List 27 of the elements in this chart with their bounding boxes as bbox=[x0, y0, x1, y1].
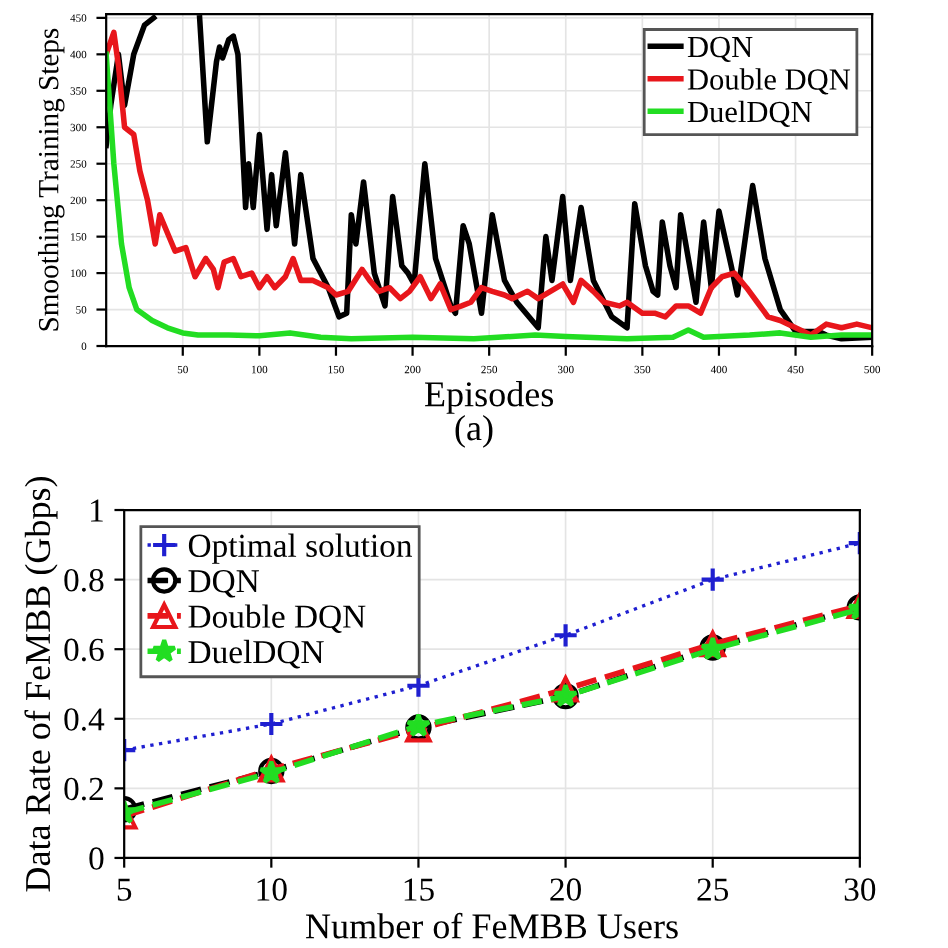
x-tick-label: 15 bbox=[404, 878, 434, 901]
legend-label: DQN bbox=[188, 570, 259, 598]
y-tick-label: 0.2 bbox=[64, 777, 103, 801]
point bbox=[552, 622, 579, 649]
legend-label: Double DQN bbox=[188, 604, 366, 633]
text: (a) bbox=[455, 414, 493, 448]
legend-label: DuelDQN bbox=[188, 639, 324, 669]
legend-label: DQN bbox=[687, 36, 753, 62]
x-tick-label: 5 bbox=[117, 878, 132, 901]
x-tick-label: 10 bbox=[257, 878, 287, 901]
point bbox=[405, 672, 432, 699]
y-tick-label: 0 bbox=[89, 847, 104, 870]
x-axis-title: Number of FeMBB Users bbox=[305, 912, 678, 939]
x-tick-label: 20 bbox=[550, 878, 581, 901]
legend-label: DuelDQN bbox=[687, 100, 812, 127]
legend-label: Optimal solution bbox=[188, 533, 413, 564]
y-tick-label: 0.8 bbox=[64, 569, 104, 592]
x-tick-label: 25 bbox=[697, 878, 729, 901]
y-tick-label: 0.6 bbox=[64, 638, 104, 662]
y-tick-label: 0.4 bbox=[64, 708, 105, 731]
y-axis-title: Data Rate of FeMBB (Gbps) bbox=[24, 476, 58, 892]
y-axis-title: Smoothing Training Steps bbox=[37, 28, 65, 331]
x-axis-title: Episodes bbox=[425, 381, 554, 414]
x-tick-label: 30 bbox=[844, 878, 876, 901]
point bbox=[552, 676, 579, 703]
legend-label: Double DQN bbox=[687, 68, 851, 95]
y-tick-label: 1 bbox=[91, 499, 103, 522]
